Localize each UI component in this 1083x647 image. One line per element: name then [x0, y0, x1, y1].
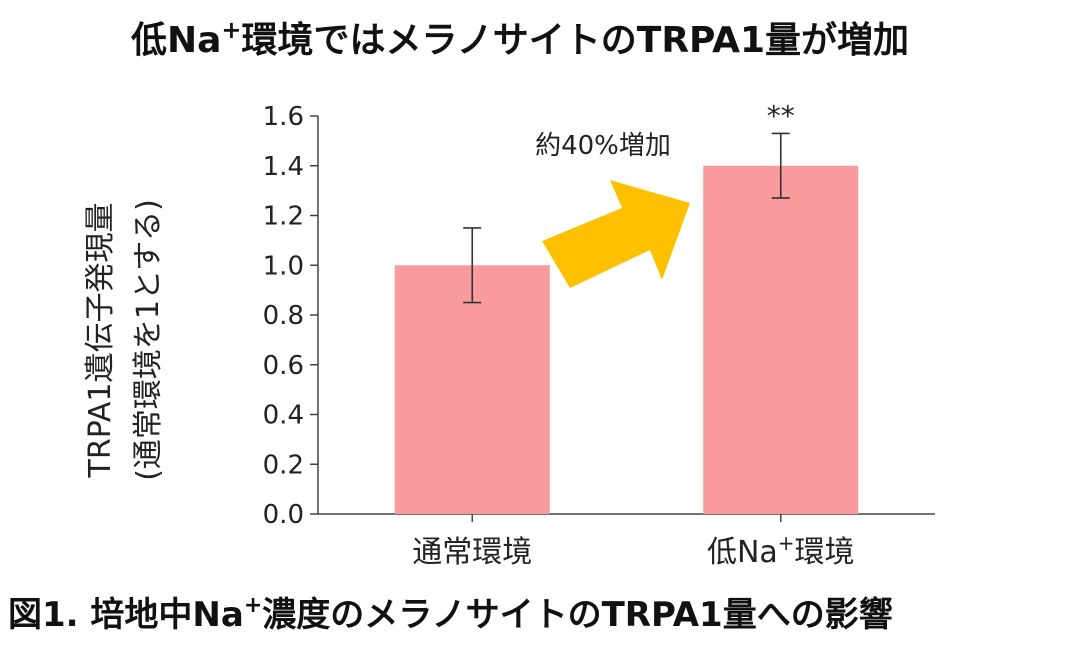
y-tick-label: 1.0 [263, 251, 304, 281]
significance-label: ** [767, 99, 795, 132]
x-tick-label: 低Na+環境 [707, 531, 855, 570]
increase-annotation: 約40%増加 [535, 131, 671, 161]
y-tick-label: 1.4 [263, 152, 304, 182]
figure-caption: 図1. 培地中Na+濃度のメラノサイトのTRPA1量への影響 [8, 593, 893, 635]
y-axis-label-line1: TRPA1遺伝子発現量 [83, 203, 118, 479]
y-tick-label: 0.6 [263, 351, 304, 381]
y-tick-label: 0.4 [263, 401, 304, 431]
plot-area: 0.0 0.2 0.4 0.6 0.8 1.0 1.2 1.4 1.6 通常環境 低Na+環境 ** 約… [263, 99, 935, 570]
y-tick-label: 1.2 [263, 202, 304, 232]
chart-title-pre: 低Na [131, 20, 221, 61]
y-tick-label: 0.0 [263, 500, 304, 530]
bar [703, 165, 859, 514]
chart-title-post: 環境ではメラノサイトのTRPA1量が増加 [241, 20, 909, 61]
y-axis-label-line2: (通常環境を1とする) [131, 199, 166, 481]
x-tick-label: 通常環境 [412, 535, 532, 570]
chart-title: 低Na+環境ではメラノサイトのTRPA1量が増加 [131, 16, 909, 61]
figure-caption-post: 濃度のメラノサイトのTRPA1量への影響 [262, 595, 892, 635]
figure-caption-sup: + [244, 593, 262, 618]
chart-title-sup: + [221, 16, 241, 44]
y-tick-label: 0.2 [263, 450, 304, 480]
bar [394, 265, 550, 514]
y-axis-label: TRPA1遺伝子発現量 (通常環境を1とする) [83, 199, 166, 481]
increase-arrow [542, 180, 690, 288]
y-tick-label: 0.8 [263, 301, 304, 331]
figure-caption-pre: 図1. 培地中Na [8, 595, 244, 635]
y-tick-label: 1.6 [263, 102, 304, 132]
